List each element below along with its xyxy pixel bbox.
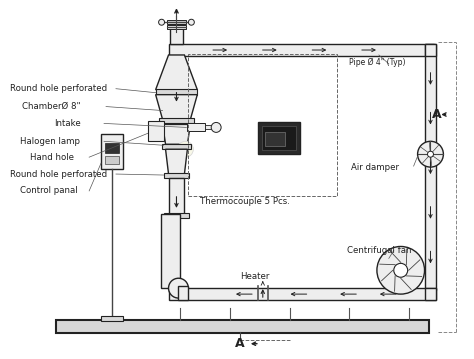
Bar: [187, 123, 205, 131]
Text: Intake: Intake: [55, 119, 81, 128]
Circle shape: [428, 151, 433, 157]
Circle shape: [177, 141, 193, 157]
Polygon shape: [155, 55, 197, 90]
Text: Round hole perforated: Round hole perforated: [10, 169, 107, 178]
Bar: [169, 288, 437, 300]
Circle shape: [377, 247, 425, 294]
Bar: [101, 134, 123, 169]
Bar: [159, 118, 194, 123]
Text: ChamberØ 8": ChamberØ 8": [22, 102, 80, 111]
Text: Centrifugal fan: Centrifugal fan: [347, 246, 411, 255]
Bar: [169, 178, 184, 214]
Polygon shape: [165, 149, 187, 174]
Bar: [258, 122, 300, 154]
Bar: [262, 126, 296, 150]
Text: Thermocouple 5 Pcs.: Thermocouple 5 Pcs.: [201, 197, 290, 206]
Text: Air damper: Air damper: [351, 163, 399, 172]
Bar: [148, 121, 164, 141]
Bar: [105, 143, 119, 153]
Text: Halogen lamp: Halogen lamp: [20, 137, 80, 146]
Bar: [56, 320, 428, 333]
Polygon shape: [163, 125, 191, 144]
Bar: [425, 44, 437, 290]
Bar: [105, 156, 119, 164]
Circle shape: [188, 19, 194, 25]
Bar: [155, 89, 197, 95]
Bar: [188, 54, 337, 196]
Text: Round hole perforated: Round hole perforated: [10, 84, 107, 93]
Text: A: A: [235, 337, 245, 350]
Circle shape: [394, 264, 408, 277]
Bar: [178, 286, 188, 300]
Circle shape: [159, 19, 164, 25]
Bar: [425, 288, 437, 300]
Circle shape: [211, 122, 221, 132]
Bar: [162, 144, 191, 149]
Text: Pipe Ø 4" (Typ): Pipe Ø 4" (Typ): [349, 57, 406, 66]
Bar: [170, 24, 183, 44]
Text: Heater: Heater: [240, 272, 270, 281]
Bar: [265, 132, 284, 146]
Bar: [425, 44, 437, 56]
Text: Control panal: Control panal: [20, 186, 77, 195]
Text: Hand hole: Hand hole: [29, 153, 73, 162]
Circle shape: [169, 278, 188, 298]
Bar: [169, 44, 435, 56]
Text: A: A: [432, 108, 441, 121]
Bar: [161, 214, 181, 288]
Bar: [164, 213, 190, 218]
Polygon shape: [155, 95, 197, 120]
Bar: [166, 20, 186, 24]
Bar: [101, 316, 123, 321]
Bar: [164, 173, 190, 178]
Circle shape: [418, 141, 443, 167]
Bar: [166, 25, 186, 29]
Bar: [205, 125, 213, 129]
